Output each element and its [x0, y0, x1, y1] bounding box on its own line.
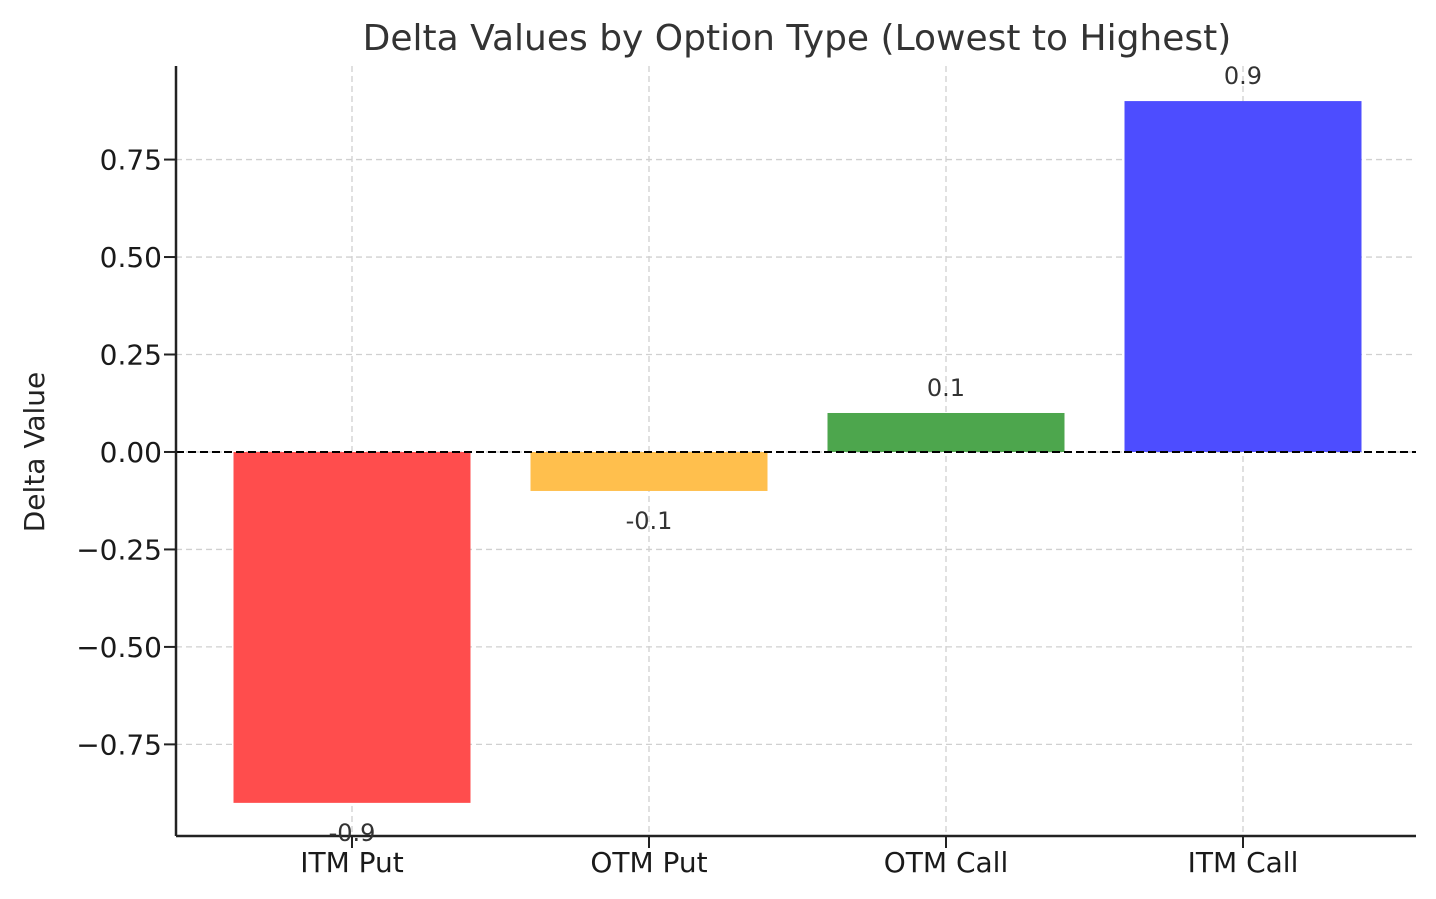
data-labels: -0.9 -0.1 0.1 0.9: [329, 62, 1263, 847]
data-label: -0.9: [329, 819, 376, 847]
y-tick-label: 0.25: [100, 339, 162, 372]
y-axis-label: Delta Value: [18, 372, 51, 533]
axes: −0.75 −0.50 −0.25 0.00 0.25 0.50 0.75 ITM Put OT…: [76, 66, 1416, 879]
bars: [233, 101, 1362, 803]
y-tick-label: −0.50: [76, 631, 162, 664]
y-tick-label: 0.50: [100, 241, 162, 274]
y-tick-label: −0.25: [76, 533, 162, 566]
bar-otm-call: [827, 412, 1065, 452]
y-tick-label: −0.75: [76, 728, 162, 761]
chart-title: Delta Values by Option Type (Lowest to H…: [363, 18, 1232, 59]
data-label: 0.9: [1224, 62, 1262, 90]
y-tick-label: 0.75: [100, 144, 162, 177]
bar-itm-call: [1124, 101, 1362, 452]
x-tick-label: OTM Call: [884, 846, 1008, 879]
x-tick-label: OTM Put: [590, 846, 707, 879]
data-label: -0.1: [626, 507, 673, 535]
bar-itm-put: [233, 451, 471, 803]
y-tick-label: 0.00: [100, 436, 162, 469]
bar-otm-put: [530, 451, 768, 491]
data-label: 0.1: [927, 374, 965, 402]
x-tick-label: ITM Call: [1188, 846, 1299, 879]
x-tick-label: ITM Put: [300, 846, 404, 879]
